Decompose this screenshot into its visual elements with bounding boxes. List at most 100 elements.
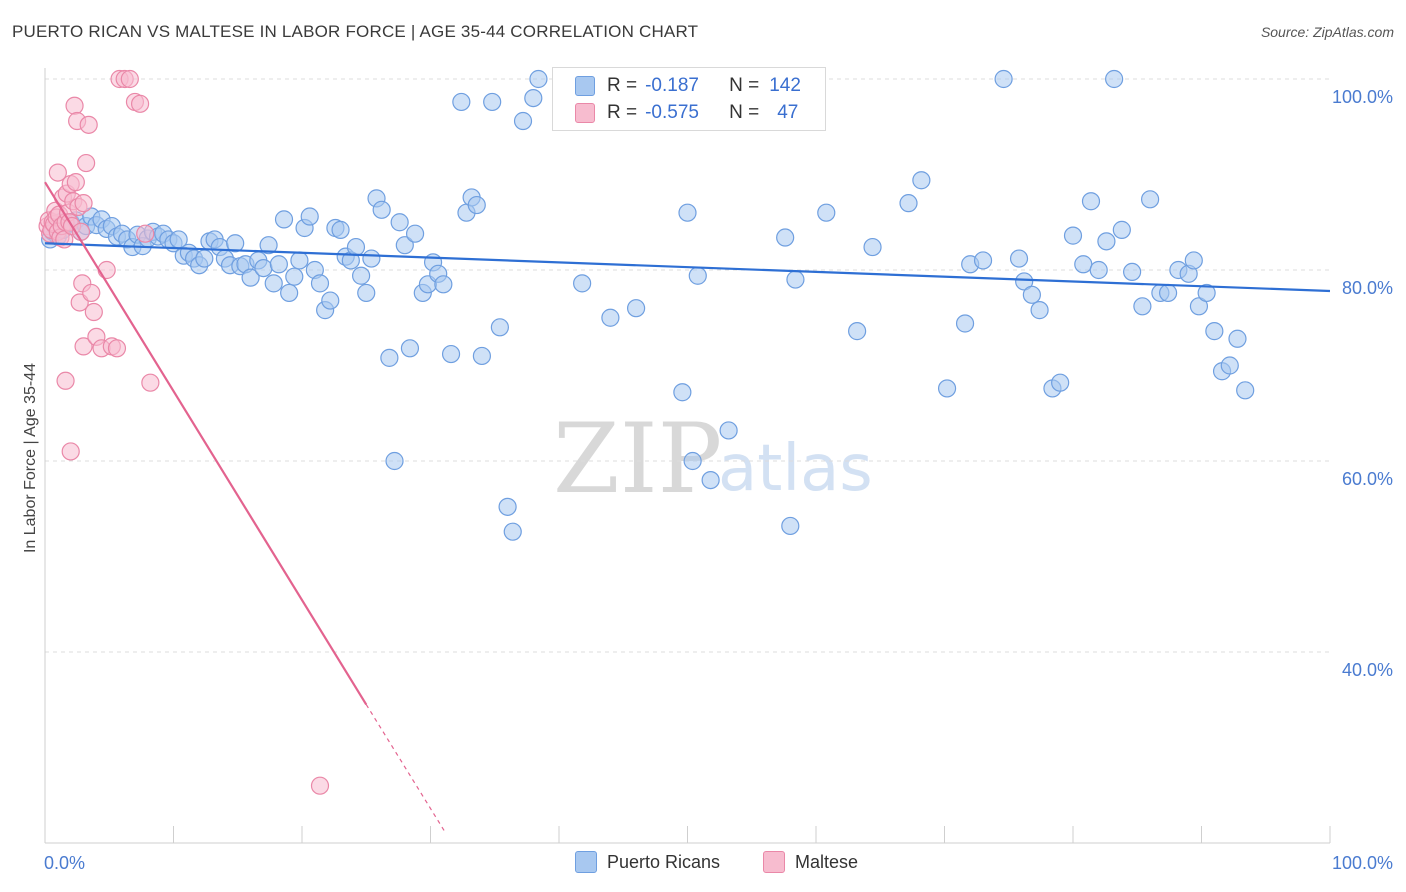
legend-row-puerto-ricans: R = -0.187 N = 142 [575,73,801,99]
data-point-puerto-rican [1015,272,1034,291]
data-point-puerto-rican [1123,262,1142,282]
data-point-puerto-rican [937,379,957,398]
data-point-puerto-rican [848,322,867,341]
data-point-puerto-rican [264,274,283,293]
data-point-puerto-rican [626,299,646,318]
data-point-puerto-rican [280,283,299,303]
data-point-puerto-rican [241,268,260,287]
data-point-puerto-rican [310,274,330,293]
data-point-puerto-rican [1189,297,1209,316]
data-point-maltese [310,776,330,795]
data-point-puerto-rican [346,237,366,257]
series-legend: Puerto Ricans Maltese [0,851,1406,877]
data-point-puerto-rican [1030,301,1049,320]
data-point-puerto-rican [1220,356,1239,375]
legend-n-value: 47 [777,102,799,123]
legend-item-maltese: Maltese [763,851,858,873]
data-point-puerto-rican [912,171,931,190]
source-label: Source: ZipAtlas.com [1260,24,1394,40]
legend-r-value: -0.575 [645,102,699,123]
data-point-maltese [56,371,75,390]
data-point-maltese [130,94,150,113]
data-point-puerto-rican [352,266,371,285]
data-point-puerto-rican [1197,283,1216,303]
data-point-puerto-rican [678,203,697,222]
data-point-puerto-rican [1097,232,1116,251]
data-point-maltese [79,115,98,134]
data-point-maltese [61,442,80,461]
legend-item-puerto-ricans: Puerto Ricans [575,851,720,873]
x-tick-label: 0.0% [44,853,85,873]
x-tick-labels: 0.0% 100.0% [44,853,1393,873]
data-point-puerto-rican [1184,251,1203,270]
data-point-puerto-rican [529,69,548,89]
data-point-puerto-rican [899,194,918,213]
data-point-maltese [136,224,155,243]
legend-n-label: N = [729,102,760,123]
correlation-legend: R = -0.187 N = 142 R = -0.575 N = 47 [552,67,826,131]
data-point-puerto-rican [673,383,692,402]
data-point-puerto-rican [1133,297,1152,316]
data-point-maltese [84,302,103,322]
data-point-puerto-rican [503,522,522,541]
data-point-puerto-rican [331,220,350,239]
data-point-puerto-rican [490,318,509,337]
y-tick-label: 60.0% [1342,469,1393,489]
data-point-puerto-rican [688,266,707,285]
series-maltese [38,69,330,795]
trend-lines [44,181,1331,834]
legend-r-label: R = [607,102,638,123]
data-point-puerto-rican [395,236,414,255]
data-point-puerto-rican [472,346,491,366]
data-point-puerto-rican [380,348,399,367]
data-point-puerto-rican [786,270,805,289]
data-point-puerto-rican [467,195,486,215]
data-point-puerto-rican [1051,373,1070,392]
data-point-puerto-rican [357,283,376,303]
data-point-puerto-rican [1089,260,1108,280]
data-point-puerto-rican [405,224,425,243]
data-point-puerto-rican [195,249,214,268]
data-point-puerto-rican [573,274,592,293]
data-point-puerto-rican [1081,192,1101,211]
series-puerto-ricans [41,69,1255,541]
data-point-puerto-rican [441,344,461,364]
legend-n-value: 142 [769,75,801,96]
data-point-puerto-rican [1205,322,1224,341]
data-point-maltese [120,69,139,89]
data-point-puerto-rican [1140,190,1160,209]
data-point-puerto-rican [955,314,975,333]
y-tick-labels: 100.0% 80.0% 60.0% 40.0% [1332,87,1393,680]
x-tick-label: 100.0% [1332,853,1393,873]
y-tick-label: 100.0% [1332,87,1393,107]
trend-line-maltese [44,181,368,706]
data-point-puerto-rican [776,228,795,247]
data-point-maltese [141,373,160,392]
legend-swatch-pink [763,851,785,873]
data-point-puerto-rican [524,88,543,108]
data-point-puerto-rican [513,111,533,131]
data-point-puerto-rican [1105,69,1124,89]
legend-r-label: R = [607,75,638,96]
legend-label-maltese: Maltese [795,851,859,872]
trend-line-puerto-ricans [44,242,1331,293]
data-point-puerto-rican [683,451,702,471]
data-point-puerto-rican [1009,249,1029,268]
data-point-maltese [66,173,85,192]
data-point-puerto-rican [390,213,409,232]
data-point-maltese [107,339,127,358]
data-point-maltese [48,163,67,182]
data-point-puerto-rican [300,207,319,226]
data-point-puerto-rican [452,92,471,112]
data-point-puerto-rican [434,275,453,294]
data-point-maltese [77,153,96,173]
data-point-puerto-rican [274,210,294,229]
trend-line-maltese-extrapolated [365,704,447,834]
y-tick-label: 40.0% [1342,660,1393,680]
data-point-puerto-rican [385,451,404,471]
legend-label-puerto-ricans: Puerto Ricans [607,851,721,872]
data-point-puerto-rican [362,249,381,268]
data-point-puerto-rican [1228,329,1247,348]
data-point-puerto-rican [781,516,800,536]
